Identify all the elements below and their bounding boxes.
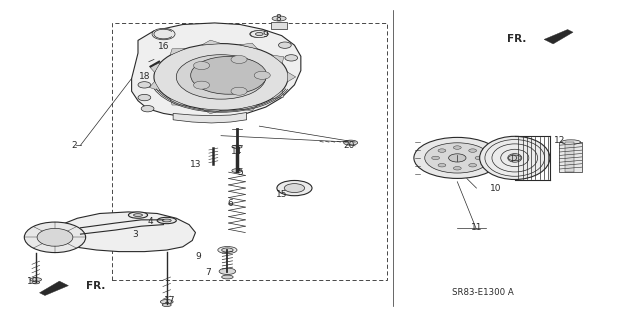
Ellipse shape bbox=[221, 248, 233, 252]
Ellipse shape bbox=[129, 212, 148, 218]
Text: 14: 14 bbox=[231, 147, 243, 156]
Circle shape bbox=[24, 222, 86, 253]
Circle shape bbox=[37, 228, 73, 246]
Ellipse shape bbox=[468, 149, 477, 152]
Ellipse shape bbox=[479, 136, 550, 180]
Polygon shape bbox=[132, 23, 301, 118]
Circle shape bbox=[278, 42, 291, 48]
Bar bbox=[271, 22, 287, 29]
Polygon shape bbox=[239, 105, 258, 111]
Circle shape bbox=[138, 82, 151, 88]
Polygon shape bbox=[170, 99, 185, 105]
Polygon shape bbox=[202, 40, 221, 45]
Circle shape bbox=[154, 44, 288, 110]
Ellipse shape bbox=[163, 219, 172, 222]
Text: 6: 6 bbox=[228, 199, 234, 208]
Text: 8: 8 bbox=[276, 14, 282, 23]
Ellipse shape bbox=[30, 278, 42, 281]
Bar bbox=[113, 23, 387, 280]
Polygon shape bbox=[40, 281, 68, 295]
Ellipse shape bbox=[232, 169, 242, 173]
Text: 20: 20 bbox=[343, 141, 355, 150]
Text: 12: 12 bbox=[554, 136, 565, 145]
Ellipse shape bbox=[475, 156, 483, 160]
Ellipse shape bbox=[432, 156, 440, 160]
Ellipse shape bbox=[449, 154, 466, 162]
Ellipse shape bbox=[561, 140, 580, 144]
Circle shape bbox=[285, 55, 298, 61]
Ellipse shape bbox=[163, 303, 172, 307]
Text: 9: 9 bbox=[196, 252, 202, 261]
Circle shape bbox=[138, 94, 151, 101]
Ellipse shape bbox=[438, 164, 446, 167]
Ellipse shape bbox=[219, 268, 236, 274]
Text: 7: 7 bbox=[205, 268, 211, 277]
Polygon shape bbox=[173, 113, 246, 123]
Ellipse shape bbox=[232, 145, 242, 148]
Ellipse shape bbox=[221, 275, 233, 279]
Ellipse shape bbox=[453, 167, 461, 170]
Text: 18: 18 bbox=[139, 72, 150, 81]
Polygon shape bbox=[149, 81, 160, 91]
Text: 19: 19 bbox=[27, 277, 38, 286]
Circle shape bbox=[207, 70, 235, 84]
Polygon shape bbox=[170, 49, 185, 55]
Ellipse shape bbox=[250, 31, 268, 38]
Text: 13: 13 bbox=[189, 160, 201, 169]
Polygon shape bbox=[239, 43, 258, 49]
Ellipse shape bbox=[157, 217, 176, 224]
Text: 3: 3 bbox=[132, 230, 138, 239]
Polygon shape bbox=[287, 72, 296, 82]
Text: 11: 11 bbox=[470, 223, 482, 232]
Circle shape bbox=[231, 56, 247, 63]
Ellipse shape bbox=[468, 164, 477, 167]
Circle shape bbox=[254, 71, 270, 79]
Bar bbox=[564, 142, 573, 172]
Text: 2: 2 bbox=[71, 141, 77, 150]
Circle shape bbox=[141, 106, 154, 112]
Polygon shape bbox=[202, 109, 221, 114]
Ellipse shape bbox=[161, 300, 173, 304]
Circle shape bbox=[250, 31, 262, 37]
Text: SR83-E1300 A: SR83-E1300 A bbox=[452, 288, 514, 297]
Ellipse shape bbox=[344, 140, 358, 145]
Circle shape bbox=[176, 55, 266, 99]
Polygon shape bbox=[544, 30, 573, 44]
Ellipse shape bbox=[272, 16, 286, 21]
Circle shape bbox=[191, 56, 267, 94]
Ellipse shape bbox=[218, 247, 237, 254]
Text: FR.: FR. bbox=[86, 281, 106, 291]
Circle shape bbox=[193, 62, 210, 70]
Text: 5: 5 bbox=[237, 168, 243, 177]
Ellipse shape bbox=[32, 281, 40, 284]
Ellipse shape bbox=[414, 137, 500, 178]
Ellipse shape bbox=[255, 33, 263, 36]
Text: 4: 4 bbox=[148, 217, 154, 226]
Circle shape bbox=[195, 64, 246, 90]
Text: FR.: FR. bbox=[507, 34, 526, 44]
Polygon shape bbox=[271, 55, 284, 63]
Text: 15: 15 bbox=[276, 190, 287, 199]
Ellipse shape bbox=[508, 155, 521, 161]
Text: 9: 9 bbox=[263, 30, 269, 39]
Ellipse shape bbox=[453, 146, 461, 149]
Circle shape bbox=[193, 81, 210, 89]
Circle shape bbox=[231, 87, 247, 95]
Text: 10: 10 bbox=[490, 184, 501, 193]
Polygon shape bbox=[271, 91, 284, 99]
Ellipse shape bbox=[425, 143, 490, 173]
Ellipse shape bbox=[284, 184, 305, 193]
Text: 17: 17 bbox=[164, 296, 175, 305]
Polygon shape bbox=[149, 63, 160, 72]
Circle shape bbox=[152, 28, 175, 40]
Text: 16: 16 bbox=[158, 42, 170, 51]
Bar bbox=[559, 142, 582, 172]
Ellipse shape bbox=[134, 214, 143, 217]
Ellipse shape bbox=[277, 181, 312, 196]
Polygon shape bbox=[42, 212, 195, 252]
Ellipse shape bbox=[438, 149, 446, 152]
